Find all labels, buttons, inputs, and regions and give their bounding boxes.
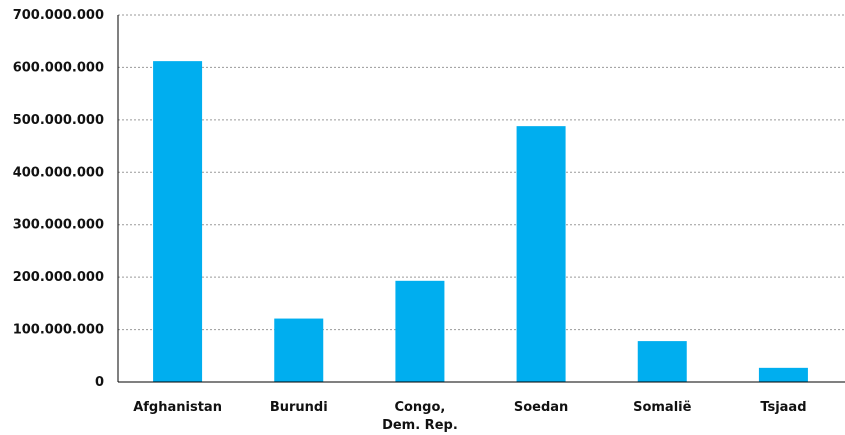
x-tick-labels: Afghanistan Burundi Congo, Dem. Rep. Soedan S… (133, 400, 806, 433)
y-tick-labels: 0 100.000.000 200.000.000 300.000.000 400.00… (13, 8, 104, 390)
x-tick-label-line: Somaliё (633, 400, 692, 415)
x-tick-label-line: Soedan (514, 400, 568, 415)
y-tick-label: 500.000.000 (13, 113, 104, 128)
x-tick-label: Congo, Dem. Rep. (382, 400, 458, 433)
bar (516, 126, 566, 382)
x-tick-label-line: Burundi (270, 400, 328, 415)
x-tick-label: Afghanistan (133, 400, 222, 415)
bar (274, 318, 324, 382)
y-tick-label: 600.000.000 (13, 60, 104, 75)
y-tick-label: 400.000.000 (13, 165, 104, 180)
x-tick-label-line: Congo, (394, 400, 445, 415)
x-tick-label: Burundi (270, 400, 328, 415)
y-tick-label: 100.000.000 (13, 323, 104, 338)
x-tick-label: Somaliё (633, 400, 692, 415)
bar (153, 61, 203, 382)
bars (153, 61, 808, 382)
bar (395, 280, 445, 382)
y-tick-label: 700.000.000 (13, 8, 104, 23)
bar (758, 367, 808, 382)
y-tick-label: 300.000.000 (13, 218, 104, 233)
x-tick-label-line: Afghanistan (133, 400, 222, 415)
gridlines (118, 14, 845, 331)
x-tick-label: Tsjaad (760, 400, 806, 415)
x-tick-label: Soedan (514, 400, 568, 415)
bar (637, 341, 687, 382)
x-tick-label-line: Dem. Rep. (382, 418, 458, 433)
y-tick-label: 0 (95, 375, 104, 390)
y-tick-label: 200.000.000 (13, 270, 104, 285)
x-tick-label-line: Tsjaad (760, 400, 806, 415)
